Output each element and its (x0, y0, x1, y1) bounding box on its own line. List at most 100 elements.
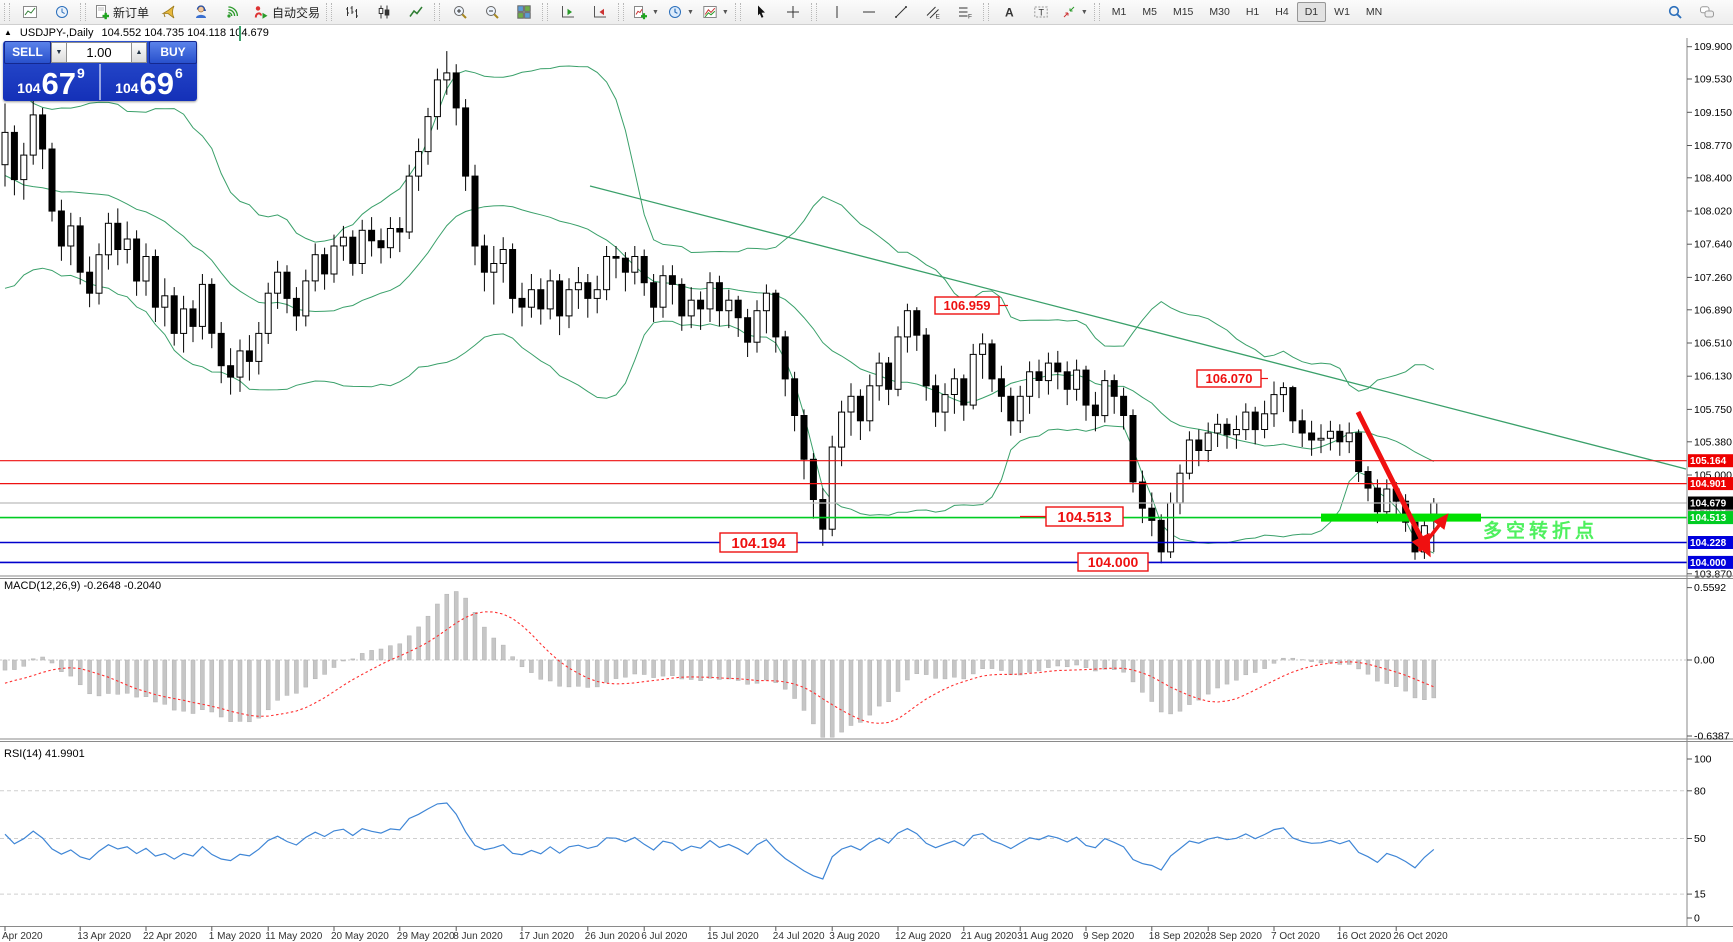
candle-body (800, 415, 808, 460)
time-axis-label: 24 Jul 2020 (773, 931, 825, 942)
timeframe-mn-button[interactable]: MN (1365, 6, 1383, 18)
support-agent-button[interactable] (185, 0, 217, 24)
toolbar-grip[interactable] (1093, 3, 1100, 21)
candlestick-chart-button[interactable] (368, 0, 400, 24)
auto-scroll-button[interactable] (552, 0, 584, 24)
candle-body (903, 310, 911, 338)
timeframe-m1-button[interactable]: M1 (1111, 6, 1127, 18)
announcement-horn-button[interactable] (153, 0, 185, 24)
new-chart-button[interactable] (14, 0, 46, 24)
candle-body (556, 280, 564, 317)
volume-decrease-button[interactable]: ▼ (51, 41, 67, 63)
cursor-button[interactable] (745, 0, 777, 24)
sell-price-display[interactable]: 104 67 9 (17, 65, 85, 101)
vertical-line-button[interactable] (821, 0, 853, 24)
toolbar-grip[interactable] (80, 3, 86, 21)
timeframe-w1-button[interactable]: W1 (1334, 6, 1350, 18)
price-callout-box[interactable] (1045, 506, 1124, 527)
crosshair-button[interactable] (777, 0, 809, 24)
dropdown-caret-icon[interactable]: ▼ (686, 8, 694, 16)
timeframe-m15-button[interactable]: M15 (1172, 6, 1194, 18)
turning-point-note-text[interactable]: 多空转折点 (1483, 519, 1598, 542)
price-axis[interactable]: 109.900 109.530 109.150 108.770 108.400 108.0… (1686, 38, 1733, 927)
history-center-button[interactable] (46, 0, 78, 24)
toolbar-grip[interactable] (734, 3, 741, 21)
equidistant-channel-button[interactable]: E (917, 0, 949, 24)
timeframe-m5-button[interactable]: M5 (1142, 6, 1157, 18)
toolbar-grip[interactable] (982, 3, 989, 21)
time-axis[interactable]: Apr 2020 13 Apr 2020 22 Apr 2020 1 May 2020… (2, 926, 1448, 942)
buy-price-display[interactable]: 104 69 6 (115, 65, 183, 101)
timeframe-m30-button[interactable]: M30 (1209, 6, 1230, 18)
line-chart-button[interactable] (400, 0, 432, 24)
indicators-button[interactable]: ▼ (628, 0, 663, 24)
candle-body (48, 148, 56, 212)
arrows-icon (1061, 4, 1077, 20)
price-axis-label: 107.260 (1694, 272, 1732, 284)
zoom-in-button[interactable] (444, 0, 476, 24)
timeframe-d1-button[interactable]: D1 (1296, 2, 1327, 22)
trend-line-button[interactable] (885, 0, 917, 24)
templates-button[interactable]: ▼ (698, 0, 733, 24)
candle-body (452, 72, 460, 109)
toolbar-grip[interactable] (618, 3, 625, 21)
sell-button[interactable]: SELL (4, 40, 51, 64)
dropdown-caret-icon[interactable]: ▼ (721, 8, 729, 16)
toolbar: 新订单 自动交易 ▼ ▼ ▼ E F A T ▼ M1 M5 M15 M30 H1 H4 D1 W1 MN (0, 0, 1733, 25)
time-axis-label: 13 Apr 2020 (77, 931, 131, 942)
chat-button[interactable] (1691, 0, 1723, 24)
descending-trendline[interactable] (589, 185, 1687, 470)
toolbar-grip[interactable] (326, 3, 333, 21)
trend-arrow[interactable] (1417, 513, 1449, 553)
arrows-button[interactable]: ▼ (1057, 0, 1092, 24)
symbol-collapse-arrow[interactable]: ▲ (4, 28, 12, 37)
price-callout-box[interactable] (934, 296, 1000, 315)
price-axis-label: 105.380 (1694, 436, 1732, 448)
rsi-indicator-label: RSI(14) 41.9901 (4, 748, 85, 760)
new-order-button[interactable]: 新订单 (90, 0, 153, 24)
text-label-button[interactable]: T (1025, 0, 1057, 24)
toolbar-grip[interactable] (434, 3, 441, 21)
price-badge (1688, 555, 1733, 569)
pane-separators[interactable] (0, 575, 1733, 927)
price-callout-box[interactable] (719, 532, 798, 553)
horizontal-line-button[interactable] (853, 0, 885, 24)
candle-body (236, 350, 244, 378)
dropdown-caret-icon[interactable]: ▼ (1080, 8, 1088, 16)
zoom-out-button[interactable] (476, 0, 508, 24)
signal-button[interactable] (217, 0, 249, 24)
volume-increase-button[interactable]: ▲ (131, 41, 147, 63)
annotations[interactable]: 106.959 106.070 104.513 104.194 104.000 多空转折点 (719, 296, 1598, 572)
candle-body (1326, 430, 1334, 439)
dropdown-caret-icon[interactable]: ▼ (652, 8, 659, 16)
fibonacci-button[interactable]: F (949, 0, 981, 24)
periods-button[interactable]: ▼ (663, 0, 698, 24)
drawn-objects[interactable] (0, 185, 1687, 564)
candle-body (386, 228, 394, 249)
support-zone-highlight[interactable] (1321, 513, 1481, 522)
price-callout-box[interactable] (1196, 369, 1262, 388)
candle-body (781, 336, 789, 380)
candle-body (151, 256, 159, 308)
timeframe-h1-button[interactable]: H1 (1245, 6, 1260, 18)
candle-body (969, 353, 977, 406)
history-center-icon (54, 4, 70, 20)
candle-body (180, 308, 188, 334)
volume-input[interactable] (67, 41, 131, 63)
toolbar-grip[interactable] (810, 3, 817, 21)
price-badge (1688, 477, 1733, 491)
text-button[interactable]: A (993, 0, 1025, 24)
toolbar-grip[interactable] (4, 3, 10, 21)
search-button[interactable] (1659, 0, 1691, 24)
buy-button[interactable]: BUY (149, 40, 197, 64)
price-callout-box[interactable] (1077, 552, 1149, 572)
autotrading-button[interactable]: 自动交易 (249, 0, 324, 24)
candle-body (1082, 369, 1090, 406)
bar-chart-button[interactable] (336, 0, 368, 24)
timeframe-h4-button[interactable]: H4 (1275, 6, 1289, 18)
trend-arrow[interactable] (1355, 410, 1431, 558)
toolbar-grip[interactable] (542, 3, 549, 21)
chart-shift-button[interactable] (584, 0, 616, 24)
tile-windows-button[interactable] (508, 0, 540, 24)
